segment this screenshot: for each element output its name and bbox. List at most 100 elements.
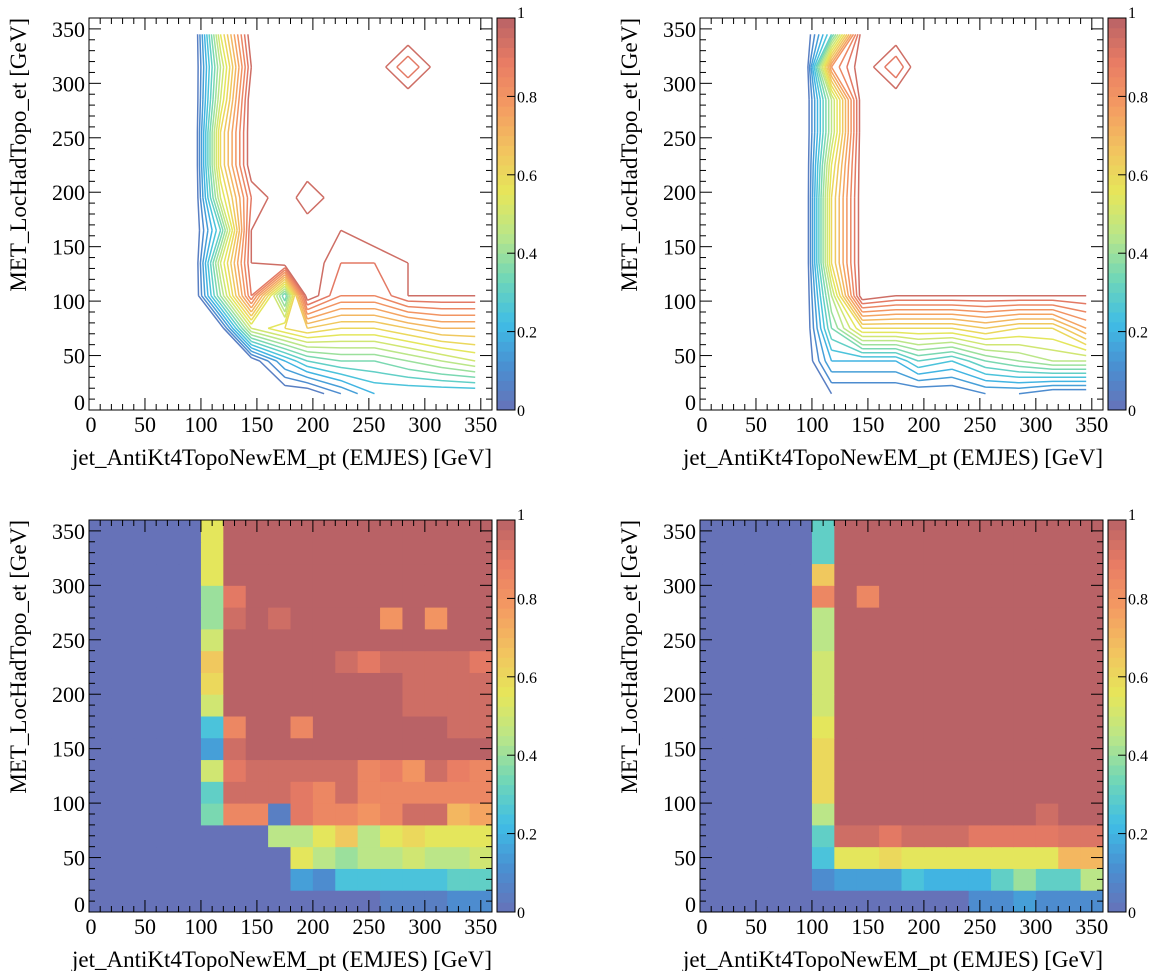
heatmap-cell [946,868,970,891]
contour-level [808,34,1087,395]
heatmap-cell [722,563,746,586]
heatmap-cell [424,650,448,673]
heatmap-cell [178,868,202,891]
heatmap-cell [133,759,157,782]
colorbar-swatch [497,872,515,884]
heatmap-cell [268,520,291,543]
x-tick-label: 200 [907,914,940,939]
heatmap-cell [767,520,791,543]
colorbar-swatch [497,253,515,264]
colorbar-swatch [497,735,515,746]
heatmap-cell [1080,607,1104,630]
heatmap-cell [901,694,925,717]
heatmap-cell [834,585,858,608]
heatmap-cell [268,672,291,695]
x-tick-label: 350 [464,412,497,437]
heatmap-cell [856,585,880,608]
heatmap-cell [357,781,381,804]
heatmap-cell [200,781,224,804]
colorbar-swatch [1108,253,1126,264]
heatmap-cell [901,824,925,848]
x-tick-label: 50 [134,412,156,437]
heatmap-cell [946,781,970,804]
heatmap-cell [402,759,426,782]
heatmap-cell [178,563,202,586]
heatmap-cell [335,737,359,761]
heatmap-cell [447,694,471,717]
heatmap-cell [335,650,359,673]
heatmap-cell [722,737,746,761]
heatmap-cell [1035,672,1059,695]
x-tick-label: 0 [86,412,97,437]
heatmap-cell [946,803,970,826]
heatmap-cell [834,541,858,565]
y-tick-label: 350 [52,17,85,42]
heatmap-cell [1058,541,1082,565]
heatmap-cell [424,520,448,543]
heatmap-cell [447,541,471,565]
heatmap-cell [290,694,314,717]
heatmap-cell [178,759,202,782]
heatmap-cell [178,607,202,630]
heatmap-cell [968,759,992,782]
x-tick-label: 0 [697,412,708,437]
heatmap-cell [290,890,314,913]
heatmap-cell [245,694,269,717]
heatmap-cell [1058,607,1082,630]
heatmap-cell [856,781,880,804]
heatmap-cell [402,650,426,673]
heatmap-cell [1058,868,1082,891]
heatmap-cell [744,650,768,673]
x-axis-label: jet_AntiKt4TopoNewEM_pt (EMJES) [GeV] [682,445,1103,470]
heatmap-cell [834,759,858,782]
colorbar-swatch [1108,272,1126,284]
colorbar-swatch [1108,174,1126,186]
heatmap-cell [1080,585,1104,608]
heatmap-cell [767,781,791,804]
heatmap-cell [991,541,1014,565]
colorbar-swatch [1108,282,1126,293]
colorbar-label: 0.4 [1128,246,1148,263]
heatmap-cell [700,585,723,608]
colorbar-swatch [1108,676,1126,688]
heatmap-cell [991,846,1014,869]
heatmap-cell [111,585,135,608]
heatmap-cell [789,737,813,761]
heatmap-cell [335,716,359,739]
x-tick-label: 100 [795,914,828,939]
heatmap-cell [879,585,902,608]
heatmap-cell [991,672,1014,695]
heatmap-cell [335,628,359,652]
x-tick-label: 0 [697,914,708,939]
colorbar-swatch [1108,400,1126,411]
colorbar-swatch [1108,390,1126,401]
colorbar-swatch [497,755,515,766]
colorbar-swatch [497,833,515,844]
heatmap-cell [767,890,791,913]
heatmap-cell [245,585,269,608]
colorbar-swatch [497,341,515,352]
heatmap-cell [245,868,269,891]
heatmap-cell [968,824,992,848]
heatmap-cell [879,716,902,739]
heatmap-cell [901,650,925,673]
heatmap-cell [968,737,992,761]
heatmap-cell [722,694,746,717]
heatmap-cell [901,716,925,739]
heatmap-cell [111,737,135,761]
heatmap-cell [380,607,403,630]
heatmap-cell [968,694,992,717]
heatmap-cell [789,563,813,586]
heatmap-cell [946,628,970,652]
colorbar-swatch [497,706,515,717]
heatmap-cell [1058,759,1082,782]
heatmap-cell [447,585,471,608]
colorbar-swatch [497,76,515,88]
heatmap-cell [447,868,471,891]
heatmap-cell [834,520,858,543]
heatmap-cell [722,607,746,630]
heatmap-cell [335,824,359,848]
heatmap-cell [312,759,336,782]
heatmap-cell [946,716,970,739]
